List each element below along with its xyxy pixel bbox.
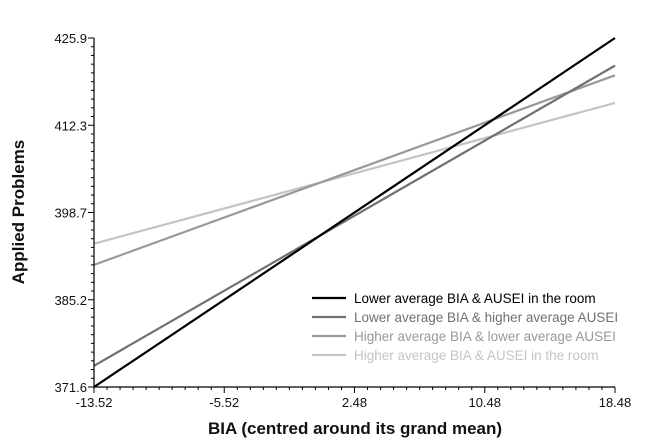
legend-label-1: Lower average BIA & AUSEI in the room bbox=[354, 291, 596, 306]
legend: Lower average BIA & AUSEI in the room Low… bbox=[312, 291, 618, 363]
series-line-3 bbox=[93, 74, 616, 266]
legend-label-3: Higher average BIA & lower average AUSEI bbox=[354, 329, 616, 344]
legend-label-2: Lower average BIA & higher average AUSEI bbox=[354, 310, 618, 325]
y-tick-label: 385.2 bbox=[54, 293, 87, 308]
x-tick-label: -13.52 bbox=[76, 395, 113, 410]
y-tick-label: 425.9 bbox=[54, 31, 87, 46]
x-tick-label: 18.48 bbox=[599, 395, 632, 410]
x-tick-label: 2.48 bbox=[342, 395, 367, 410]
y-tick-label: 371.6 bbox=[54, 380, 87, 395]
x-tick-label: -5.52 bbox=[209, 395, 239, 410]
series-line-2 bbox=[93, 64, 616, 367]
series-line-1 bbox=[93, 37, 616, 388]
y-tick-label: 412.3 bbox=[54, 118, 87, 133]
x-tick-label: 10.48 bbox=[468, 395, 501, 410]
legend-label-4: Higher average BIA & AUSEI in the room bbox=[354, 348, 599, 363]
y-tick-label: 398.7 bbox=[54, 206, 87, 221]
x-axis-title: BIA (centred around its grand mean) bbox=[208, 419, 502, 438]
y-axis-title: Applied Problems bbox=[9, 140, 28, 285]
axes: 371.6 385.2 398.7 412.3 425.9 -13.52 -5.52 2.48… bbox=[54, 31, 631, 410]
series-line-4 bbox=[93, 101, 616, 245]
series-lines bbox=[93, 37, 616, 388]
